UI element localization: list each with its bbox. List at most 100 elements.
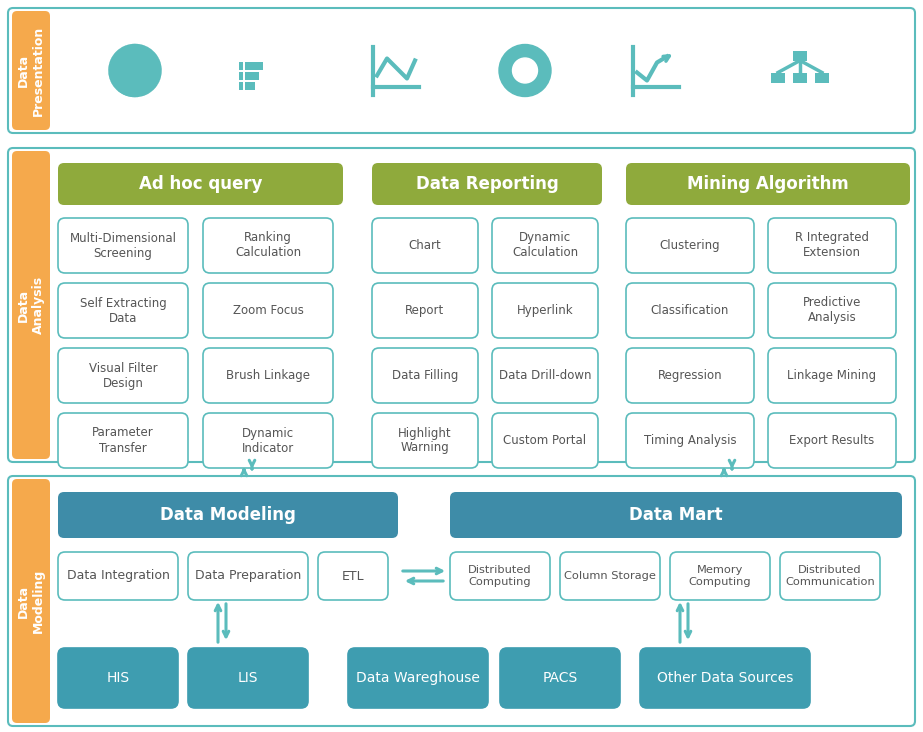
Text: Highlight
Warning: Highlight Warning: [398, 427, 452, 455]
Text: Self Extracting
Data: Self Extracting Data: [79, 296, 166, 324]
FancyBboxPatch shape: [372, 413, 478, 468]
FancyBboxPatch shape: [560, 552, 660, 600]
FancyBboxPatch shape: [58, 163, 343, 205]
Text: Chart: Chart: [409, 239, 441, 252]
Circle shape: [512, 58, 537, 83]
FancyBboxPatch shape: [780, 552, 880, 600]
Text: Zoom Focus: Zoom Focus: [233, 304, 304, 317]
Text: Timing Analysis: Timing Analysis: [643, 434, 737, 447]
Circle shape: [499, 45, 551, 97]
FancyBboxPatch shape: [58, 492, 398, 538]
FancyBboxPatch shape: [8, 148, 915, 462]
FancyBboxPatch shape: [12, 151, 50, 459]
Text: Regression: Regression: [658, 369, 723, 382]
Wedge shape: [109, 45, 161, 97]
FancyBboxPatch shape: [12, 11, 50, 130]
FancyBboxPatch shape: [8, 8, 915, 133]
Text: Custom Portal: Custom Portal: [503, 434, 586, 447]
FancyBboxPatch shape: [372, 163, 602, 205]
Text: Data
Presentation: Data Presentation: [17, 26, 45, 116]
FancyBboxPatch shape: [8, 476, 915, 726]
FancyBboxPatch shape: [188, 648, 308, 708]
FancyBboxPatch shape: [768, 413, 896, 468]
FancyBboxPatch shape: [318, 552, 388, 600]
Text: Multi-Dimensional
Screening: Multi-Dimensional Screening: [69, 231, 176, 260]
Wedge shape: [109, 45, 161, 91]
FancyBboxPatch shape: [793, 51, 807, 61]
Text: Data Integration: Data Integration: [66, 569, 170, 583]
FancyBboxPatch shape: [492, 218, 598, 273]
Text: Predictive
Analysis: Predictive Analysis: [803, 296, 861, 324]
Text: R Integrated
Extension: R Integrated Extension: [795, 231, 869, 260]
Text: Data
Analysis: Data Analysis: [17, 276, 45, 334]
FancyBboxPatch shape: [239, 81, 243, 89]
Text: ETL: ETL: [342, 569, 365, 583]
FancyBboxPatch shape: [203, 348, 333, 403]
Text: Data Drill-down: Data Drill-down: [498, 369, 592, 382]
Text: Dynamic
Calculation: Dynamic Calculation: [512, 231, 578, 260]
Text: Data
Modeling: Data Modeling: [17, 569, 45, 633]
Text: Parameter
Transfer: Parameter Transfer: [92, 427, 154, 455]
FancyBboxPatch shape: [245, 81, 255, 89]
FancyBboxPatch shape: [245, 72, 259, 80]
FancyBboxPatch shape: [245, 61, 263, 70]
Text: Data Wareghouse: Data Wareghouse: [356, 671, 480, 685]
Text: Export Results: Export Results: [789, 434, 875, 447]
Text: Data Reporting: Data Reporting: [415, 175, 558, 193]
FancyBboxPatch shape: [626, 283, 754, 338]
FancyBboxPatch shape: [768, 218, 896, 273]
FancyBboxPatch shape: [815, 72, 829, 83]
Wedge shape: [109, 45, 161, 97]
Text: Hyperlink: Hyperlink: [517, 304, 573, 317]
Text: Data Mart: Data Mart: [629, 506, 723, 524]
FancyBboxPatch shape: [203, 413, 333, 468]
Text: PACS: PACS: [543, 671, 578, 685]
FancyBboxPatch shape: [203, 218, 333, 273]
FancyBboxPatch shape: [58, 648, 178, 708]
FancyBboxPatch shape: [372, 283, 478, 338]
FancyBboxPatch shape: [58, 218, 188, 273]
Text: HIS: HIS: [106, 671, 129, 685]
Wedge shape: [135, 70, 161, 97]
FancyBboxPatch shape: [793, 72, 807, 83]
Text: Distributed
Communication: Distributed Communication: [785, 565, 875, 587]
Text: Data Filling: Data Filling: [391, 369, 458, 382]
FancyBboxPatch shape: [372, 348, 478, 403]
FancyBboxPatch shape: [58, 552, 178, 600]
Wedge shape: [135, 70, 150, 85]
Text: Dynamic
Indicator: Dynamic Indicator: [242, 427, 294, 455]
Text: Brush Linkage: Brush Linkage: [226, 369, 310, 382]
FancyBboxPatch shape: [450, 552, 550, 600]
Text: Classification: Classification: [651, 304, 729, 317]
Text: Other Data Sources: Other Data Sources: [657, 671, 793, 685]
Text: Clustering: Clustering: [660, 239, 720, 252]
FancyBboxPatch shape: [640, 648, 810, 708]
FancyBboxPatch shape: [626, 413, 754, 468]
FancyBboxPatch shape: [492, 283, 598, 338]
Text: Ad hoc query: Ad hoc query: [138, 175, 262, 193]
FancyBboxPatch shape: [492, 413, 598, 468]
FancyBboxPatch shape: [58, 348, 188, 403]
Text: Linkage Mining: Linkage Mining: [787, 369, 877, 382]
FancyBboxPatch shape: [239, 61, 243, 70]
FancyBboxPatch shape: [626, 218, 754, 273]
FancyBboxPatch shape: [768, 348, 896, 403]
FancyBboxPatch shape: [12, 479, 50, 723]
Text: Visual Filter
Design: Visual Filter Design: [89, 362, 157, 389]
FancyBboxPatch shape: [372, 218, 478, 273]
FancyBboxPatch shape: [492, 348, 598, 403]
FancyBboxPatch shape: [626, 348, 754, 403]
FancyBboxPatch shape: [450, 492, 902, 538]
Text: Distributed
Computing: Distributed Computing: [468, 565, 532, 587]
Text: LIS: LIS: [238, 671, 258, 685]
FancyBboxPatch shape: [348, 648, 488, 708]
FancyBboxPatch shape: [768, 283, 896, 338]
Text: Memory
Computing: Memory Computing: [689, 565, 751, 587]
FancyBboxPatch shape: [239, 72, 243, 80]
FancyBboxPatch shape: [670, 552, 770, 600]
Text: Data Modeling: Data Modeling: [160, 506, 296, 524]
FancyBboxPatch shape: [626, 163, 910, 205]
Text: Report: Report: [405, 304, 445, 317]
Wedge shape: [135, 70, 155, 97]
FancyBboxPatch shape: [188, 552, 308, 600]
